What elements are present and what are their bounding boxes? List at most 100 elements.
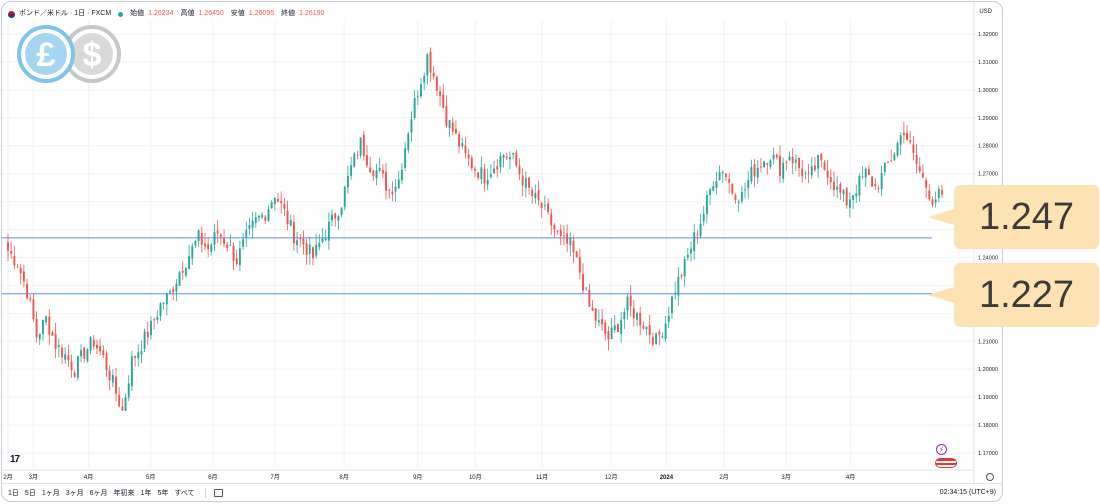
range-5y[interactable]: 5年: [157, 489, 169, 497]
candle-body: [833, 181, 835, 191]
gbp-usd-flag-icon: [8, 10, 15, 18]
candle-body: [826, 170, 829, 178]
candle-body: [829, 177, 832, 183]
candle-body: [747, 180, 750, 189]
candle-body: [699, 223, 702, 237]
high-value: 1.26450: [198, 10, 224, 17]
candlestick-chart[interactable]: 1.32000 1.31000 1.30000 1.29000 1.28000 1.270…: [2, 2, 1003, 502]
candle-body: [928, 190, 931, 200]
range-1m[interactable]: 1ヶ月: [41, 489, 60, 497]
candle-body: [597, 320, 600, 323]
candle-body: [601, 319, 604, 325]
candle-body: [702, 214, 705, 222]
candle-body: [696, 234, 699, 236]
candle-body: [651, 337, 654, 345]
candle-body: [759, 166, 762, 168]
candle-body: [226, 244, 229, 248]
x-tick-label: 6月: [208, 474, 217, 481]
candle-body: [435, 76, 438, 91]
y-tick-label: 1.24000: [978, 255, 998, 261]
candle-body: [210, 244, 213, 252]
candle-body: [283, 203, 286, 209]
candle-body: [852, 195, 855, 200]
candle-body: [223, 238, 225, 244]
us-flag-icon[interactable]: [935, 458, 957, 468]
range-3m[interactable]: 3ヶ月: [65, 489, 84, 497]
candle-body: [305, 243, 308, 256]
candle-body: [448, 120, 451, 129]
candle-body: [73, 372, 76, 377]
candle-body: [594, 308, 597, 321]
range-1d[interactable]: 1日: [8, 489, 19, 497]
symbol-legend[interactable]: ポンド／米ドル · 1日 · FXCM 始値 1.26234 高値 1.26450 …: [8, 8, 327, 20]
candle-body: [350, 165, 353, 176]
candle-body: [235, 258, 238, 265]
candle-body: [648, 325, 651, 336]
candle-body: [346, 175, 349, 188]
candle-body: [896, 142, 899, 156]
candle-body: [934, 199, 937, 203]
candle-body: [556, 230, 559, 232]
range-ytd[interactable]: 年初来: [113, 489, 135, 497]
candle-body: [420, 84, 422, 97]
candle-body: [779, 155, 781, 176]
candle-body: [636, 313, 638, 320]
candle-body: [334, 213, 337, 219]
candle-body: [489, 174, 492, 178]
lightning-icon[interactable]: ⚡: [936, 444, 947, 455]
candle-body: [861, 176, 864, 178]
y-tick-label: 1.20000: [978, 367, 998, 373]
clock-display[interactable]: 02:34:15 (UTC+9): [939, 489, 996, 496]
candle-body: [524, 178, 527, 188]
candle-body: [480, 167, 483, 180]
settings-gear-icon[interactable]: [986, 473, 994, 481]
range-all[interactable]: すべて: [174, 489, 195, 497]
candle-body: [200, 232, 203, 245]
open-value: 1.26234: [148, 10, 174, 17]
y-tick-label: 1.17000: [978, 451, 998, 457]
range-6m[interactable]: 6ヶ月: [89, 489, 108, 497]
candle-body: [29, 298, 32, 300]
candle-body: [19, 268, 22, 274]
candle-body: [302, 238, 305, 245]
x-tick-label: 2月: [719, 474, 728, 481]
candle-body: [70, 362, 73, 370]
candle-body: [543, 204, 546, 206]
candle-body: [680, 275, 683, 277]
calendar-icon[interactable]: [213, 488, 223, 497]
candle-body: [864, 168, 867, 178]
symbol-title[interactable]: ポンド／米ドル · 1日 · FXCM: [19, 10, 112, 17]
candle-body: [626, 296, 629, 311]
candle-body: [172, 288, 175, 293]
candle-body: [35, 318, 38, 338]
candle-body: [242, 239, 245, 247]
candle-body: [359, 137, 362, 156]
range-1y[interactable]: 1年: [140, 489, 152, 497]
candle-body: [804, 173, 807, 175]
candle-body: [909, 140, 912, 143]
candle-body: [585, 287, 588, 289]
candle-body: [725, 173, 727, 178]
candle-body: [318, 242, 321, 248]
candle-body: [13, 255, 16, 266]
candle-body: [477, 172, 480, 178]
y-tick-label: 1.21000: [978, 339, 998, 345]
candle-body: [137, 352, 140, 359]
candle-body: [181, 270, 184, 273]
candle-body: [941, 190, 943, 195]
candle-body: [883, 163, 886, 173]
x-tick-label: 10月: [469, 474, 482, 481]
currency-unit-label[interactable]: USD: [979, 9, 992, 15]
candle-body: [750, 166, 753, 182]
candle-body: [394, 186, 397, 192]
candle-body: [785, 162, 788, 164]
candle-body: [474, 168, 476, 171]
range-5d[interactable]: 5日: [24, 489, 36, 497]
candle-body: [442, 94, 445, 109]
candle-body: [289, 220, 292, 226]
candle-body: [715, 181, 718, 189]
tradingview-logo[interactable]: 17: [10, 454, 20, 465]
candle-body: [372, 170, 375, 177]
candle-body: [124, 397, 127, 411]
candle-body: [512, 152, 515, 155]
